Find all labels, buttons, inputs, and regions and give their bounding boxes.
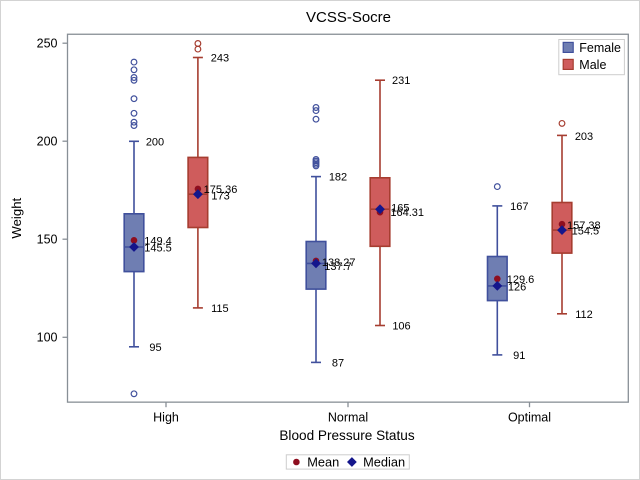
svg-text:149.4: 149.4	[144, 235, 172, 247]
svg-text:250: 250	[37, 37, 58, 51]
svg-text:87: 87	[332, 357, 344, 369]
svg-text:164.31: 164.31	[390, 207, 424, 219]
svg-text:165: 165	[391, 203, 409, 215]
svg-text:138.27: 138.27	[322, 257, 356, 269]
svg-text:175.36: 175.36	[204, 184, 238, 196]
svg-text:106: 106	[392, 321, 410, 333]
svg-text:Median: Median	[363, 454, 405, 469]
svg-text:115: 115	[211, 303, 229, 315]
svg-text:Optimal: Optimal	[508, 411, 551, 425]
svg-text:203: 203	[575, 131, 593, 143]
svg-text:Weight: Weight	[9, 197, 24, 238]
svg-text:137.7: 137.7	[324, 261, 352, 273]
svg-text:167: 167	[510, 201, 528, 213]
svg-text:243: 243	[211, 53, 229, 65]
svg-text:173: 173	[211, 190, 229, 202]
svg-text:Male: Male	[579, 58, 606, 72]
svg-text:Normal: Normal	[328, 411, 368, 425]
svg-text:157.38: 157.38	[567, 220, 601, 232]
svg-text:Mean: Mean	[307, 454, 339, 469]
svg-text:91: 91	[513, 350, 525, 362]
svg-text:129.6: 129.6	[507, 274, 535, 286]
svg-text:200: 200	[37, 135, 58, 149]
svg-text:154.5: 154.5	[572, 225, 600, 237]
svg-text:145.5: 145.5	[144, 243, 172, 255]
svg-text:100: 100	[37, 331, 58, 345]
svg-text:High: High	[153, 411, 179, 425]
svg-text:112: 112	[575, 309, 593, 321]
svg-text:231: 231	[392, 75, 410, 87]
svg-text:200: 200	[146, 136, 164, 148]
svg-text:150: 150	[37, 233, 58, 247]
svg-text:126: 126	[508, 281, 526, 293]
svg-text:Blood Pressure Status: Blood Pressure Status	[279, 428, 414, 443]
svg-text:Female: Female	[579, 41, 621, 55]
svg-text:182: 182	[329, 172, 347, 184]
svg-text:95: 95	[149, 342, 161, 354]
svg-text:VCSS-Socre: VCSS-Socre	[306, 9, 391, 26]
